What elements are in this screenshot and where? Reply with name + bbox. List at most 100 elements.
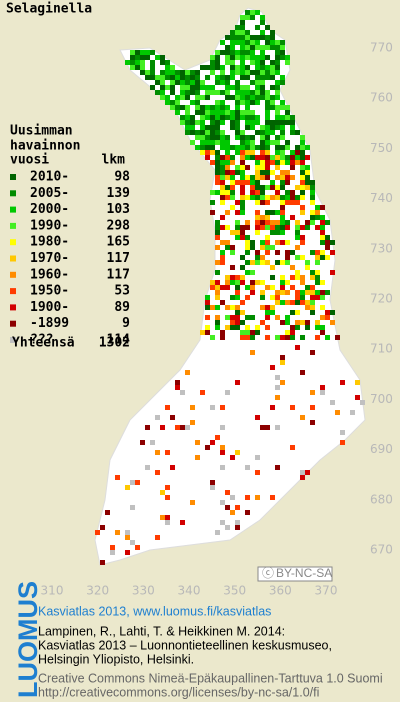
- occurrence-square: [265, 285, 270, 290]
- occurrence-square: [220, 250, 225, 255]
- occurrence-square: [220, 450, 225, 455]
- occurrence-square: [215, 50, 220, 55]
- occurrence-square: [250, 330, 255, 335]
- occurrence-square: [260, 65, 265, 70]
- y-tick-label: 680: [370, 492, 393, 506]
- occurrence-square: [260, 85, 265, 90]
- occurrence-square: [325, 240, 330, 245]
- occurrence-square: [215, 190, 220, 195]
- occurrence-square: [280, 160, 285, 165]
- occurrence-square: [220, 195, 225, 200]
- occurrence-square: [150, 50, 155, 55]
- occurrence-square: [170, 70, 175, 75]
- occurrence-square: [240, 185, 245, 190]
- occurrence-square: [240, 225, 245, 230]
- occurrence-square: [285, 250, 290, 255]
- occurrence-square: [180, 70, 185, 75]
- occurrence-square: [135, 55, 140, 60]
- occurrence-square: [110, 545, 115, 550]
- occurrence-square: [230, 495, 235, 500]
- occurrence-square: [230, 75, 235, 80]
- occurrence-square: [270, 35, 275, 40]
- occurrence-square: [255, 25, 260, 30]
- occurrence-square: [220, 90, 225, 95]
- occurrence-square: [285, 300, 290, 305]
- occurrence-square: [230, 125, 235, 130]
- occurrence-square: [250, 155, 255, 160]
- occurrence-square: [295, 230, 300, 235]
- occurrence-square: [255, 120, 260, 125]
- occurrence-square: [145, 465, 150, 470]
- occurrence-square: [255, 160, 260, 165]
- occurrence-square: [220, 175, 225, 180]
- occurrence-square: [215, 225, 220, 230]
- occurrence-square: [205, 330, 210, 335]
- occurrence-square: [270, 130, 275, 135]
- occurrence-square: [165, 520, 170, 525]
- occurrence-square: [210, 335, 215, 340]
- occurrence-square: [235, 305, 240, 310]
- occurrence-square: [200, 105, 205, 110]
- occurrence-square: [220, 240, 225, 245]
- occurrence-square: [240, 160, 245, 165]
- occurrence-square: [240, 190, 245, 195]
- occurrence-square: [245, 95, 250, 100]
- occurrence-square: [250, 95, 255, 100]
- occurrence-square: [230, 185, 235, 190]
- occurrence-square: [195, 85, 200, 90]
- occurrence-square: [225, 505, 230, 510]
- occurrence-square: [305, 155, 310, 160]
- occurrence-square: [265, 185, 270, 190]
- occurrence-square: [315, 325, 320, 330]
- occurrence-square: [245, 465, 250, 470]
- occurrence-square: [165, 75, 170, 80]
- occurrence-square: [265, 175, 270, 180]
- occurrence-square: [265, 170, 270, 175]
- occurrence-square: [225, 140, 230, 145]
- occurrence-square: [280, 360, 285, 365]
- occurrence-square: [295, 290, 300, 295]
- occurrence-square: [290, 445, 295, 450]
- occurrence-square: [175, 380, 180, 385]
- occurrence-square: [230, 325, 235, 330]
- occurrence-square: [290, 405, 295, 410]
- occurrence-square: [230, 65, 235, 70]
- occurrence-square: [245, 245, 250, 250]
- occurrence-square: [260, 255, 265, 260]
- occurrence-square: [260, 60, 265, 65]
- occurrence-square: [350, 410, 355, 415]
- occurrence-square: [295, 255, 300, 260]
- occurrence-square: [220, 200, 225, 205]
- occurrence-square: [300, 335, 305, 340]
- occurrence-square: [175, 100, 180, 105]
- occurrence-square: [285, 105, 290, 110]
- occurrence-square: [280, 125, 285, 130]
- occurrence-square: [270, 275, 275, 280]
- occurrence-square: [170, 75, 175, 80]
- occurrence-square: [285, 140, 290, 145]
- occurrence-square: [275, 150, 280, 155]
- occurrence-square: [270, 100, 275, 105]
- occurrence-square: [250, 270, 255, 275]
- occurrence-square: [325, 235, 330, 240]
- occurrence-square: [260, 170, 265, 175]
- occurrence-square: [245, 260, 250, 265]
- occurrence-square: [260, 190, 265, 195]
- occurrence-square: [230, 155, 235, 160]
- occurrence-square: [275, 260, 280, 265]
- legend-count: 89: [114, 300, 130, 315]
- occurrence-square: [310, 305, 315, 310]
- occurrence-square: [300, 145, 305, 150]
- occurrence-square: [230, 190, 235, 195]
- occurrence-square: [260, 45, 265, 50]
- occurrence-square: [200, 330, 205, 335]
- occurrence-square: [195, 100, 200, 105]
- occurrence-square: [250, 125, 255, 130]
- occurrence-square: [205, 445, 210, 450]
- occurrence-square: [305, 470, 310, 475]
- occurrence-square: [320, 205, 325, 210]
- occurrence-square: [240, 15, 245, 20]
- occurrence-square: [315, 320, 320, 325]
- occurrence-square: [285, 110, 290, 115]
- occurrence-square: [310, 190, 315, 195]
